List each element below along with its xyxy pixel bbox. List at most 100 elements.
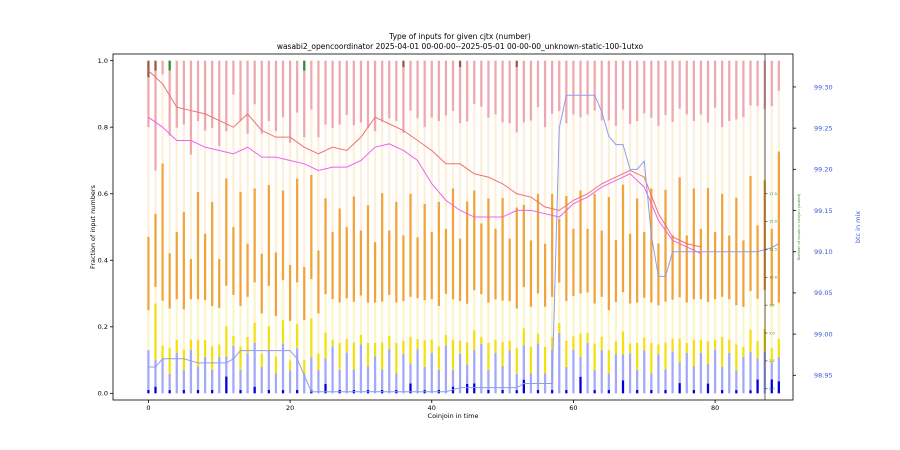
- bar-segment: [373, 302, 377, 343]
- bar-segment: [664, 114, 667, 190]
- bar-segment: [281, 320, 285, 344]
- bar-segment: [770, 106, 773, 229]
- bar-segment: [777, 302, 780, 339]
- bar-segment: [706, 60, 710, 123]
- inner-tick-label: 2.5: [769, 359, 775, 363]
- bar-segment: [473, 350, 476, 384]
- bar-segment: [437, 60, 440, 122]
- bar-segment: [543, 243, 547, 307]
- bar-segment: [338, 124, 341, 209]
- bar-segment: [515, 347, 518, 374]
- bar-segment: [466, 342, 469, 365]
- bar-segment: [211, 60, 214, 128]
- bar-segment: [614, 240, 618, 303]
- bar-segment: [473, 290, 476, 331]
- bar-segment: [466, 383, 469, 394]
- bar-segment: [317, 137, 320, 251]
- bar-segment: [402, 340, 405, 354]
- bar-segment: [147, 60, 150, 78]
- right-axis-label: btc in mix: [854, 211, 862, 243]
- bar-segment: [487, 389, 490, 394]
- bar-segment: [572, 228, 575, 296]
- bar-segment: [508, 238, 511, 302]
- bar-segment: [522, 379, 525, 394]
- bar-segment: [551, 296, 554, 337]
- bar-segment: [678, 177, 681, 298]
- bar-segment: [409, 383, 412, 394]
- bar-segment: [529, 306, 533, 347]
- bar-segment: [345, 339, 348, 353]
- inner-tick-label: 0.0: [769, 387, 775, 391]
- x-tick-label: 0: [146, 404, 150, 412]
- bar-segment: [168, 373, 171, 391]
- bar-segment: [770, 228, 773, 306]
- bar-segment: [529, 60, 533, 121]
- bar-segment: [558, 282, 561, 323]
- bar-segment: [331, 127, 334, 233]
- bar-segment: [203, 60, 207, 131]
- bar-segment: [381, 301, 384, 343]
- bar-segment: [735, 119, 738, 198]
- bar-segment: [685, 235, 688, 303]
- bar-segment: [395, 342, 398, 374]
- bar-segment: [189, 258, 193, 300]
- bar-segment: [423, 340, 426, 367]
- bar-segment: [600, 296, 603, 337]
- bar-segment: [373, 356, 377, 394]
- bar-segment: [543, 346, 547, 374]
- bar-segment: [324, 294, 327, 333]
- bar-segment: [324, 124, 327, 199]
- bar-segment: [274, 356, 278, 374]
- bar-segment: [777, 357, 780, 382]
- bar-segment: [260, 133, 263, 254]
- bar-segment: [345, 298, 348, 340]
- bar-segment: [246, 60, 249, 134]
- bar-segment: [728, 299, 731, 340]
- bar-segment: [721, 336, 724, 367]
- bar-segment: [359, 344, 363, 394]
- bar-segment: [366, 342, 370, 367]
- bar-segment: [218, 356, 221, 394]
- right-axis-ticks: 98.95 99.00 99.05 99.10 99.15 99.20 99.25 99.30: [793, 83, 833, 380]
- bar-segment: [777, 60, 780, 91]
- bar-segment: [473, 190, 476, 291]
- bar-segment: [735, 344, 738, 371]
- bar-segment: [551, 336, 554, 351]
- bar-segment: [373, 242, 377, 303]
- bar-segment: [232, 345, 235, 394]
- bar-segment: [543, 60, 547, 128]
- bar-segment: [161, 163, 164, 301]
- bar-segment: [770, 60, 773, 107]
- bar-segment: [522, 345, 525, 380]
- bar-segment: [735, 60, 738, 120]
- bar-segment: [614, 60, 618, 126]
- bar-segment: [352, 301, 355, 343]
- bar-segment: [636, 121, 639, 199]
- bar-segment: [288, 370, 292, 394]
- y-axis-label: Fraction of input numbers: [89, 184, 97, 268]
- bar-segment: [239, 305, 242, 347]
- bar-segment: [161, 60, 164, 75]
- bar-segment: [246, 133, 249, 244]
- bar-segment: [692, 299, 695, 340]
- bar-segment: [721, 366, 724, 391]
- bar-segment: [678, 108, 681, 178]
- bar-segment: [565, 390, 568, 394]
- bar-segment: [650, 389, 653, 394]
- bar-segment: [501, 197, 504, 301]
- bar-segment: [607, 120, 610, 198]
- bar-segment: [466, 60, 469, 122]
- bar-segment: [388, 335, 391, 350]
- bar-segment: [331, 232, 334, 300]
- bar-segment: [522, 287, 525, 329]
- bar-segment: [395, 373, 398, 390]
- bar-segment: [650, 188, 653, 303]
- bar-segment: [543, 127, 547, 244]
- bar-segment: [430, 299, 433, 340]
- bar-segment: [211, 305, 214, 347]
- bar-segment: [203, 300, 207, 341]
- bar-segment: [621, 331, 625, 355]
- bar-segment: [196, 339, 200, 367]
- bar-segment: [480, 60, 483, 107]
